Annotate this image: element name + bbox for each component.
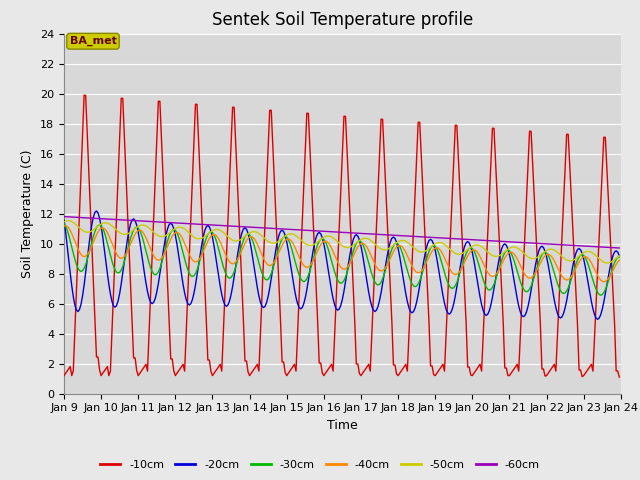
Legend: -10cm, -20cm, -30cm, -40cm, -50cm, -60cm: -10cm, -20cm, -30cm, -40cm, -50cm, -60cm — [96, 456, 544, 474]
X-axis label: Time: Time — [327, 419, 358, 432]
Text: BA_met: BA_met — [70, 36, 116, 47]
Title: Sentek Soil Temperature profile: Sentek Soil Temperature profile — [212, 11, 473, 29]
Y-axis label: Soil Temperature (C): Soil Temperature (C) — [22, 149, 35, 278]
